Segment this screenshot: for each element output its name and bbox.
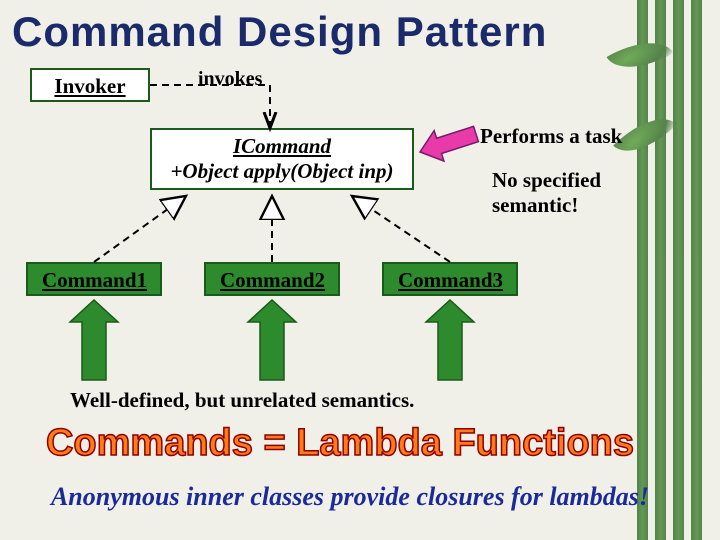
title-text: Command Design Pattern	[12, 8, 547, 55]
wordart1-text: Commands = Lambda Functions	[46, 422, 634, 464]
command2-box: Command2	[204, 262, 340, 296]
well-defined-label: Well-defined, but unrelated semantics.	[70, 388, 414, 413]
command1-box: Command1	[26, 262, 162, 296]
invokes-label: invokes	[198, 68, 262, 91]
performs-text: Performs a task	[480, 124, 622, 148]
well-defined-text: Well-defined, but unrelated semantics.	[70, 388, 414, 412]
invoker-label: Invoker	[54, 74, 125, 98]
invoker-box: Invoker	[30, 68, 150, 102]
icommand-name: ICommand	[166, 134, 398, 159]
icommand-method: +Object apply(Object inp)	[166, 159, 398, 184]
wordart-commands-lambda: Commands = Lambda Functions	[30, 424, 650, 462]
no-semantic-label: No specified semantic!	[492, 168, 601, 218]
no-semantic-line1: No specified	[492, 168, 601, 193]
wordart2-text: Anonymous inner classes provide closures…	[51, 482, 649, 511]
icommand-box: ICommand +Object apply(Object inp)	[150, 128, 414, 190]
performs-label: Performs a task	[480, 124, 622, 149]
wordart-anonymous-closures: Anonymous inner classes provide closures…	[10, 484, 690, 510]
command2-label: Command2	[220, 268, 325, 292]
command3-box: Command3	[382, 262, 518, 296]
command3-label: Command3	[398, 268, 503, 292]
page-title: Command Design Pattern	[12, 8, 547, 56]
command1-label: Command1	[42, 268, 147, 292]
no-semantic-line2: semantic!	[492, 193, 601, 218]
invokes-text: invokes	[198, 68, 262, 90]
